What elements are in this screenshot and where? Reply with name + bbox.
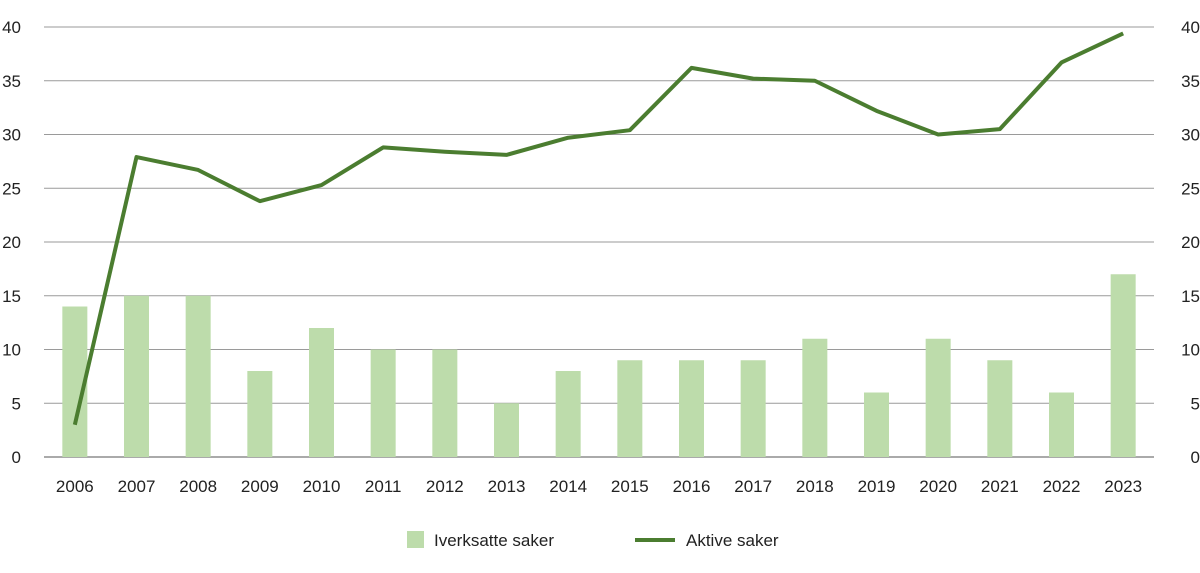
x-tick-label: 2021 xyxy=(981,477,1019,496)
x-tick-label: 2022 xyxy=(1043,477,1081,496)
bar xyxy=(124,296,149,457)
bar xyxy=(679,360,704,457)
y-axis-left: 0 5 10 15 20 25 30 35 40 xyxy=(2,18,21,467)
y-tick-label-right: 30 xyxy=(1181,126,1200,145)
x-tick-label: 2014 xyxy=(549,477,587,496)
x-tick-label: 2006 xyxy=(56,477,94,496)
y-tick-label-right: 10 xyxy=(1181,341,1200,360)
y-tick-label: 0 xyxy=(12,448,21,467)
y-tick-label-right: 35 xyxy=(1181,72,1200,91)
x-tick-label: 2020 xyxy=(919,477,957,496)
x-tick-label: 2009 xyxy=(241,477,279,496)
y-tick-label-right: 20 xyxy=(1181,233,1200,252)
line-path xyxy=(75,33,1123,424)
bar xyxy=(926,339,951,457)
bar-series xyxy=(62,274,1135,457)
x-tick-label: 2018 xyxy=(796,477,834,496)
y-tick-label-right: 5 xyxy=(1191,394,1200,413)
bar xyxy=(1111,274,1136,457)
y-tick-label: 30 xyxy=(2,126,21,145)
bar xyxy=(494,403,519,457)
legend-label-line: Aktive saker xyxy=(686,531,779,550)
y-tick-label: 5 xyxy=(12,394,21,413)
legend-label-bar: Iverksatte saker xyxy=(434,531,554,550)
x-tick-label: 2017 xyxy=(734,477,772,496)
y-tick-label: 20 xyxy=(2,233,21,252)
x-tick-label: 2010 xyxy=(303,477,341,496)
bar xyxy=(247,371,272,457)
y-tick-label-right: 25 xyxy=(1181,179,1200,198)
y-tick-label: 15 xyxy=(2,287,21,306)
x-tick-label: 2019 xyxy=(858,477,896,496)
x-tick-label: 2011 xyxy=(365,477,402,496)
x-tick-label: 2008 xyxy=(179,477,217,496)
y-axis-right: 0 5 10 15 20 25 30 35 40 xyxy=(1181,18,1200,467)
y-tick-label-right: 0 xyxy=(1191,448,1200,467)
y-tick-label-right: 15 xyxy=(1181,287,1200,306)
y-tick-label: 35 xyxy=(2,72,21,91)
bar xyxy=(309,328,334,457)
legend: Iverksatte saker Aktive saker xyxy=(407,531,779,550)
x-tick-label: 2016 xyxy=(673,477,711,496)
x-tick-label: 2015 xyxy=(611,477,649,496)
bar xyxy=(864,393,889,458)
x-axis: 2006 2007 2008 2009 2010 2011 2012 2013 2014 2015… xyxy=(56,477,1142,496)
x-tick-label: 2012 xyxy=(426,477,464,496)
bar xyxy=(1049,393,1074,458)
x-tick-label: 2007 xyxy=(118,477,156,496)
x-tick-label: 2013 xyxy=(488,477,526,496)
bar xyxy=(741,360,766,457)
y-tick-label: 10 xyxy=(2,341,21,360)
bar xyxy=(186,296,211,457)
y-tick-label-right: 40 xyxy=(1181,18,1200,37)
bar xyxy=(617,360,642,457)
bar xyxy=(432,350,457,458)
bar xyxy=(987,360,1012,457)
y-tick-label: 40 xyxy=(2,18,21,37)
x-tick-label: 2023 xyxy=(1104,477,1142,496)
bar xyxy=(802,339,827,457)
y-tick-label: 25 xyxy=(2,179,21,198)
bar xyxy=(371,350,396,458)
legend-swatch-bar xyxy=(407,531,424,548)
bar xyxy=(556,371,581,457)
line-series xyxy=(75,33,1124,425)
